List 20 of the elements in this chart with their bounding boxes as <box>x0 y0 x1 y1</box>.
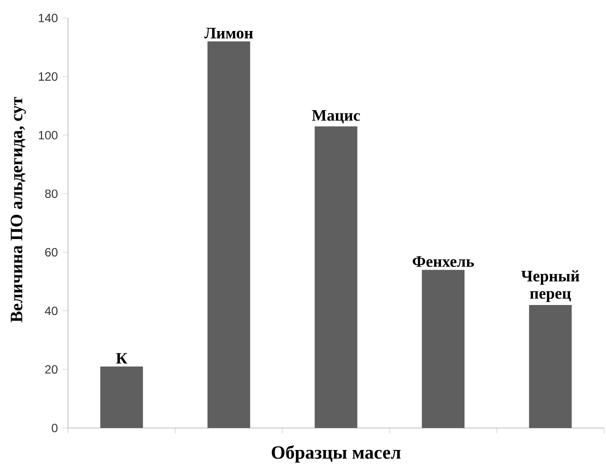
y-tick-label: 100 <box>38 130 58 140</box>
bar <box>207 41 250 428</box>
y-axis-title: Величина ПО альдегида, сут <box>10 96 26 322</box>
x-tick-label: Черный перец <box>521 270 580 302</box>
y-tick-label: 80 <box>45 189 58 198</box>
bar <box>529 304 572 428</box>
x-tick-label: Лимон <box>204 28 253 38</box>
y-tick-label: 60 <box>45 248 58 257</box>
y-tick-label: 0 <box>52 424 58 432</box>
x-tick-label: Мацис <box>312 110 360 124</box>
x-tick-label: К <box>116 353 128 364</box>
x-axis-title: Образцы масел <box>272 445 401 463</box>
y-tick-label: 40 <box>44 306 58 316</box>
bar <box>314 126 358 428</box>
bar <box>100 366 143 428</box>
y-tick-label: 20 <box>45 365 58 374</box>
y-tick-label: 140 <box>38 14 58 22</box>
x-tick-label: Фенхель <box>412 256 474 267</box>
y-tick-label: 120 <box>38 72 58 81</box>
bar <box>422 270 465 428</box>
